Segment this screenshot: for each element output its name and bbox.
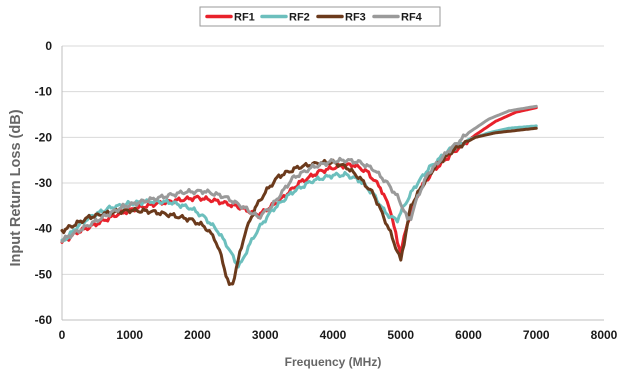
legend: RF1 RF2 RF3 RF4 <box>199 6 441 27</box>
x-tick-label: 0 <box>59 328 66 342</box>
legend-label-rf4: RF4 <box>401 12 423 24</box>
y-tick-label: -30 <box>35 176 53 190</box>
x-tick-label: 5000 <box>387 328 414 342</box>
x-tick-label: 7000 <box>523 328 550 342</box>
x-axis-title: Frequency (MHz) <box>285 355 382 369</box>
x-tick-label: 6000 <box>455 328 482 342</box>
y-tick-label: -20 <box>35 130 53 144</box>
series-line-rf3 <box>60 126 538 286</box>
y-tick-label: -40 <box>35 222 53 236</box>
axes <box>61 46 604 321</box>
series-line-rf1 <box>60 106 538 255</box>
x-tick-label: 2000 <box>184 328 211 342</box>
y-axis-title: Input Return Loss (dB) <box>8 109 24 266</box>
legend-label-rf3: RF3 <box>345 12 366 24</box>
series-line-rf4 <box>60 104 538 243</box>
series-lines <box>60 104 538 286</box>
y-tick-label: -50 <box>35 267 53 281</box>
y-tick-label: 0 <box>45 39 52 53</box>
x-tick-label: 1000 <box>116 328 143 342</box>
y-tick-label: -60 <box>35 313 53 327</box>
tick-labels: 0 -10 -20 -30 -40 -50 -60 0 1000 2000 3000 4000 5000… <box>35 39 618 342</box>
x-tick-label: 4000 <box>320 328 347 342</box>
y-tick-label: -10 <box>35 85 53 99</box>
x-tick-label: 8000 <box>591 328 618 342</box>
x-tick-label: 3000 <box>252 328 279 342</box>
legend-label-rf1: RF1 <box>234 12 255 24</box>
legend-label-rf2: RF2 <box>289 12 310 24</box>
